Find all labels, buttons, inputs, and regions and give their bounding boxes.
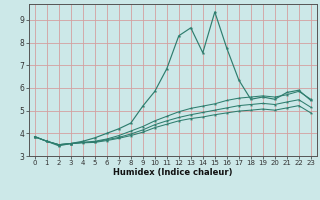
X-axis label: Humidex (Indice chaleur): Humidex (Indice chaleur)	[113, 168, 233, 177]
